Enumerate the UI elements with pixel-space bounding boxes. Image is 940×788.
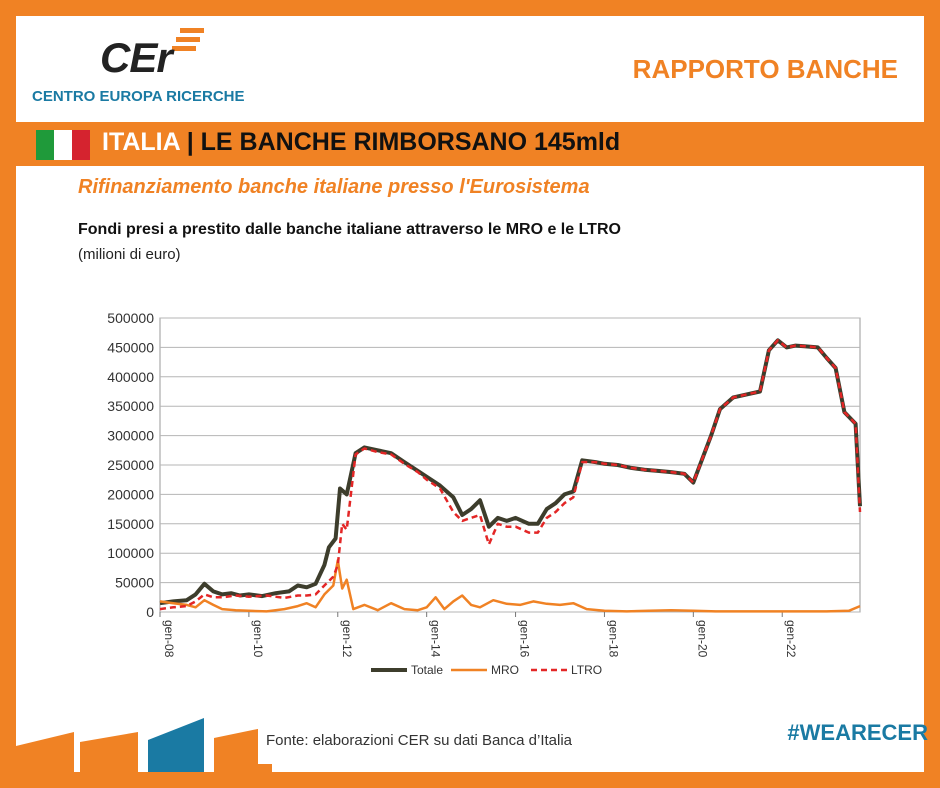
x-tick-label: gen-16 — [518, 620, 532, 658]
headline-bar: ITALIA | LE BANCHE RIMBORSANO 145mld — [16, 122, 924, 166]
chart-title: Fondi presi a prestito dalle banche ital… — [78, 221, 621, 238]
y-tick-label: 350000 — [107, 398, 154, 414]
series-line-totale — [159, 338, 862, 606]
y-tick-label: 300000 — [107, 428, 154, 444]
legend-label-mro: MRO — [491, 663, 519, 677]
subtitle: Rifinanziamento banche italiane presso l… — [78, 176, 590, 198]
y-tick-label: 400000 — [107, 369, 154, 385]
y-tick-label: 500000 — [107, 310, 154, 326]
footer-decoration — [16, 718, 272, 772]
italy-flag-icon — [36, 130, 90, 160]
header: CEr CENTRO EUROPA RICERCHE RAPPORTO BANC… — [16, 16, 924, 114]
y-tick-label: 200000 — [107, 486, 154, 502]
source-note: Fonte: elaborazioni CER su dati Banca d’… — [258, 724, 738, 764]
headline: ITALIA | LE BANCHE RIMBORSANO 145mld — [102, 128, 620, 157]
x-tick-label: gen-20 — [695, 620, 709, 658]
y-tick-label: 150000 — [107, 516, 154, 532]
chart: 0 50000 100000 150000 200000 250000 300000 3500… — [107, 310, 862, 677]
legend-label-totale: Totale — [411, 663, 443, 677]
legend-label-ltro: LTRO — [571, 663, 602, 677]
x-tick-label: gen-22 — [784, 620, 798, 658]
y-tick-label: 100000 — [107, 545, 154, 561]
report-title: RAPPORTO BANCHE — [632, 54, 898, 84]
cer-logo-icon — [172, 28, 204, 51]
headline-text: LE BANCHE RIMBORSANO 145mld — [200, 128, 621, 156]
x-tick-label: gen-12 — [340, 620, 354, 658]
y-tick-label: 50000 — [115, 575, 154, 591]
y-tick-label: 0 — [146, 604, 154, 620]
x-tick-label: gen-10 — [251, 620, 265, 658]
brand-name: CENTRO EUROPA RICERCHE — [32, 88, 245, 105]
logo-text: CEr — [100, 34, 173, 81]
series-line-mro — [159, 559, 861, 613]
chart-unit: (milioni di euro) — [78, 246, 181, 263]
x-tick-label: gen-08 — [162, 620, 176, 658]
x-tick-label: gen-18 — [606, 620, 620, 658]
hashtag: #WEARECER — [787, 720, 928, 745]
series-line-ltro — [159, 339, 862, 611]
infographic-frame: CEr CENTRO EUROPA RICERCHE RAPPORTO BANC… — [16, 16, 924, 772]
y-tick-label: 450000 — [107, 339, 154, 355]
x-tick-label: gen-14 — [429, 620, 443, 658]
y-tick-label: 250000 — [107, 457, 154, 473]
headline-country: ITALIA — [102, 128, 180, 156]
headline-separator: | — [179, 128, 201, 156]
